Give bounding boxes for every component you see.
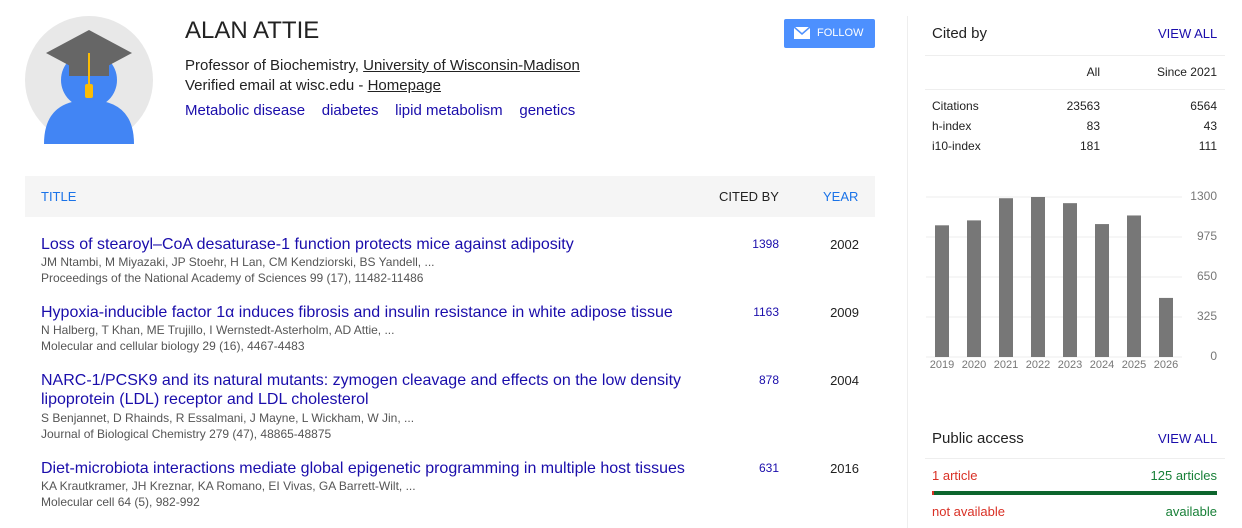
year: 2002	[830, 237, 859, 252]
article-venue: Molecular and cellular biology 29 (16), …	[41, 339, 305, 353]
y-tick-label: 650	[1197, 269, 1217, 283]
stat-all: 23563	[1066, 99, 1100, 113]
x-tick-label: 2021	[994, 359, 1018, 371]
avatar	[25, 16, 153, 144]
interest[interactable]: Metabolic disease	[185, 102, 306, 119]
stat-all: 181	[1079, 139, 1100, 153]
position: Professor of Biochemistry,	[185, 57, 359, 74]
bar	[1063, 203, 1077, 357]
divider	[907, 16, 908, 528]
stat-since: 6564	[1190, 99, 1217, 113]
x-tick-label: 2025	[1122, 359, 1146, 371]
follow-label: FOLLOW	[817, 27, 864, 39]
bar	[1031, 197, 1045, 357]
interest[interactable]: lipid metabolism	[395, 102, 503, 119]
public-access-title: Public access	[932, 430, 1024, 447]
stat-all: 83	[1086, 119, 1100, 133]
article-authors: JM Ntambi, M Miyazaki, JP Stoehr, H Lan,…	[41, 255, 435, 269]
cited-by-count[interactable]: 1398	[752, 237, 779, 251]
cited-by-count[interactable]: 631	[758, 461, 779, 475]
view-all[interactable]: VIEW ALL	[1158, 26, 1218, 41]
available: available	[1165, 504, 1217, 519]
affiliation-line: Professor of Biochemistry, University of…	[185, 57, 580, 74]
bar	[1095, 224, 1109, 357]
cited-by-count[interactable]: 1163	[753, 305, 779, 319]
x-tick-label: 2019	[930, 359, 954, 371]
not-available-count: 1 article	[932, 468, 978, 483]
affiliation-link[interactable]: University of Wisconsin-Madison	[363, 57, 580, 74]
stat-since: 43	[1203, 119, 1217, 133]
homepage-link[interactable]: Homepage	[367, 77, 441, 94]
y-tick-label: 325	[1197, 309, 1217, 323]
access-bar	[932, 491, 1217, 495]
y-tick-label: 975	[1197, 229, 1217, 243]
bar	[1127, 215, 1141, 357]
article-title[interactable]: Diet-microbiota interactions mediate glo…	[41, 460, 685, 477]
follow-button[interactable]: FOLLOW	[784, 19, 875, 48]
stat-label: Citations	[932, 99, 979, 113]
cited-by-count[interactable]: 878	[758, 373, 779, 387]
article-authors: N Halberg, T Khan, ME Trujillo, I Wernst…	[41, 323, 395, 337]
cited-by-header[interactable]: CITED BY	[719, 189, 779, 204]
rule	[925, 458, 1225, 459]
stat-label: h-index	[932, 119, 972, 133]
year: 2009	[830, 305, 859, 320]
email: Verified email at wisc.edu -	[185, 77, 364, 94]
interest[interactable]: genetics	[519, 102, 576, 119]
rule	[925, 89, 1225, 90]
table-header	[25, 176, 875, 217]
interest[interactable]: diabetes	[321, 102, 379, 119]
article-venue: Molecular cell 64 (5), 982-992	[41, 495, 200, 509]
col-all: All	[1086, 65, 1100, 79]
bar	[935, 225, 949, 357]
name: ALAN ATTIE	[185, 17, 320, 44]
article-authors: S Benjannet, D Rhainds, R Essalmani, J M…	[41, 411, 415, 425]
x-tick-label: 2023	[1058, 359, 1082, 371]
x-tick-label: 2026	[1154, 359, 1178, 371]
y-tick-label: 0	[1210, 349, 1217, 363]
col-since: Since 2021	[1156, 65, 1217, 79]
year: 2016	[830, 461, 859, 476]
article-venue: Proceedings of the National Academy of S…	[41, 271, 424, 285]
rule	[925, 55, 1225, 56]
not-available: not available	[932, 504, 1005, 519]
y-tick-label: 1300	[1190, 189, 1217, 203]
article-venue: Journal of Biological Chemistry 279 (47)…	[41, 427, 332, 441]
title-header[interactable]: TITLE	[41, 189, 77, 204]
stat-label: i10-index	[932, 139, 981, 153]
x-tick-label: 2022	[1026, 359, 1050, 371]
bar	[999, 198, 1013, 357]
article-title[interactable]: Loss of stearoyl–CoA desaturase-1 functi…	[41, 236, 574, 253]
year: 2004	[830, 373, 859, 388]
x-tick-label: 2020	[962, 359, 986, 371]
article-authors: KA Krautkramer, JH Kreznar, KA Romano, E…	[41, 479, 416, 493]
view-all[interactable]: VIEW ALL	[1158, 431, 1218, 446]
article-title[interactable]: NARC-1/PCSK9 and its natural mutants: zy…	[41, 372, 682, 408]
x-tick-label: 2024	[1090, 359, 1114, 371]
year-header[interactable]: YEAR	[823, 189, 859, 204]
cited-by-title: Cited by	[932, 25, 988, 42]
stat-since: 111	[1198, 139, 1217, 153]
bar	[1159, 297, 1173, 357]
mail-icon	[794, 26, 811, 39]
bar	[967, 220, 981, 357]
interests: Metabolic disease diabetes lipid metabol…	[185, 102, 575, 119]
email-line: Verified email at wisc.edu - Homepage	[185, 77, 441, 94]
article-title[interactable]: Hypoxia-inducible factor 1α induces fibr…	[41, 304, 673, 321]
available-count: 125 articles	[1150, 468, 1217, 483]
